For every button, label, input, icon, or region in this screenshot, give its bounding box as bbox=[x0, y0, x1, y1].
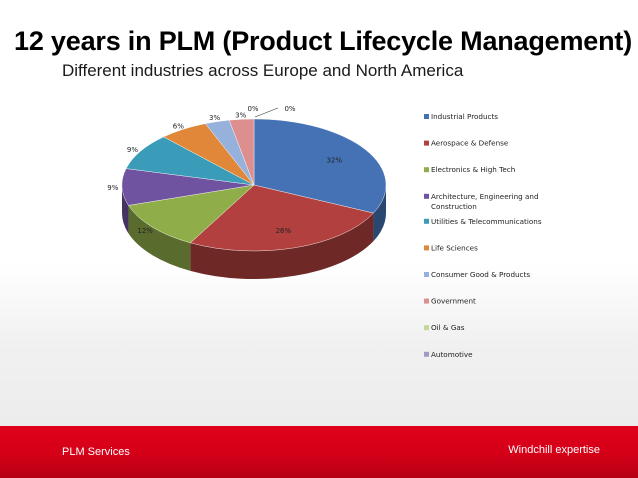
legend-label-7: Government bbox=[431, 297, 476, 306]
pie-data-label-5: 6% bbox=[173, 122, 184, 130]
pie-side-0 bbox=[373, 185, 386, 242]
pie-slice-7 bbox=[228, 118, 255, 186]
pie-leader-line-9 bbox=[254, 107, 279, 118]
pie-data-label-4: 9% bbox=[127, 146, 138, 154]
legend-label-9: Automotive bbox=[431, 350, 473, 359]
legend-label-3-line2: Construction bbox=[431, 202, 477, 211]
pie-data-label-1: 26% bbox=[276, 227, 292, 235]
pie-slice-2 bbox=[128, 184, 255, 244]
legend-label-1: Aerospace & Defense bbox=[431, 139, 509, 148]
legend-label-8: Oil & Gas bbox=[431, 323, 465, 332]
legend-label-6: Consumer Good & Products bbox=[431, 270, 530, 279]
pie-data-label-3: 9% bbox=[107, 184, 118, 192]
pie-side-1 bbox=[190, 213, 374, 279]
footer-bar: PLM Services Windchill expertise bbox=[0, 426, 638, 478]
pie-side-3 bbox=[122, 185, 129, 234]
pie-slices bbox=[121, 118, 387, 252]
legend-swatch-2 bbox=[424, 167, 429, 173]
legend-label-0: Industrial Products bbox=[431, 112, 498, 121]
pie-data-label-2: 12% bbox=[137, 227, 153, 235]
slide-subtitle: Different industries across Europe and N… bbox=[62, 61, 464, 80]
legend-swatch-1 bbox=[424, 140, 429, 146]
pie-data-label-8: 0% bbox=[247, 105, 258, 113]
legend-label-2: Electronics & High Tech bbox=[431, 165, 515, 174]
legend-swatch-4 bbox=[424, 218, 429, 224]
pie-data-label-9: 0% bbox=[284, 105, 295, 113]
pie-chart: 32%26%12%9%9%6%3% 3%0% 0%Industrial Produc… bbox=[107, 105, 542, 359]
pie-data-label-0: 32% bbox=[326, 157, 342, 165]
legend-swatch-9 bbox=[424, 351, 429, 357]
pie-data-label-7: 3% bbox=[235, 112, 246, 120]
legend-label-4: Utilities & Telecommunications bbox=[431, 217, 542, 226]
legend-swatch-5 bbox=[424, 245, 429, 251]
pie-data-labels: 32%26%12%9%9%6%3% 3%0% 0% bbox=[107, 105, 342, 235]
chart-legend: Industrial Products Aerospace & Defense El… bbox=[424, 112, 542, 359]
legend-label-3-line1: Architecture, Engineering and bbox=[431, 192, 539, 201]
legend-swatch-7 bbox=[424, 298, 429, 304]
legend-swatch-3 bbox=[424, 193, 429, 199]
pie-slice-1 bbox=[190, 184, 374, 252]
footer-right-text: Windchill expertise bbox=[508, 444, 600, 456]
footer-left-text: PLM Services bbox=[62, 446, 130, 458]
legend-swatch-8 bbox=[424, 325, 429, 331]
slide-title: 12 years in PLM (Product Lifecycle Manag… bbox=[14, 26, 632, 56]
pie-data-label-6: 3% bbox=[209, 114, 220, 122]
pie-slice-0 bbox=[253, 118, 387, 214]
legend-label-5: Life Sciences bbox=[431, 243, 478, 252]
legend-swatch-0 bbox=[424, 114, 429, 119]
legend-swatch-6 bbox=[424, 272, 429, 277]
legend-label-3: Architecture, Engineering and Constructio… bbox=[431, 192, 539, 211]
